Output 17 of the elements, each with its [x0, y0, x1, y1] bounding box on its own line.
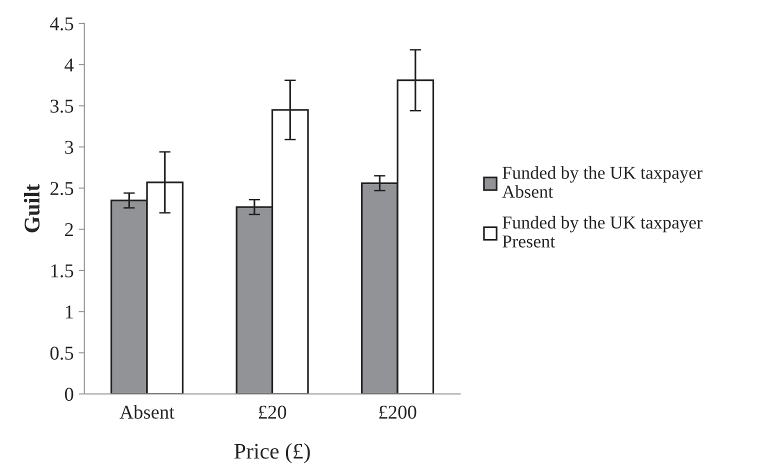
y-tick-label: 0 — [64, 388, 74, 401]
y-tick-label: 0.5 — [50, 346, 74, 360]
y-tick-label: 1.5 — [51, 264, 74, 278]
legend-label: Funded by the UK taxpayer Present — [502, 216, 702, 248]
y-tick-label: 2 — [65, 223, 73, 236]
x-tick-label: £200 — [379, 406, 416, 419]
x-tick-label: Absent — [120, 405, 174, 419]
y-tick-label: 2.5 — [50, 182, 74, 196]
y-tick-label: 1 — [66, 306, 73, 318]
y-tick-label: 3 — [65, 140, 74, 154]
y-tick-label: 4 — [64, 58, 74, 72]
legend-label: Funded by the UK taxpayer Absent — [502, 166, 702, 198]
x-tick-label: £20 — [258, 406, 286, 419]
y-axis-title: Guilt — [24, 184, 40, 232]
y-tick-label: 3.5 — [50, 100, 74, 113]
y-tick-label: 4.5 — [50, 17, 74, 30]
x-axis-title: Price (£) — [234, 443, 310, 464]
